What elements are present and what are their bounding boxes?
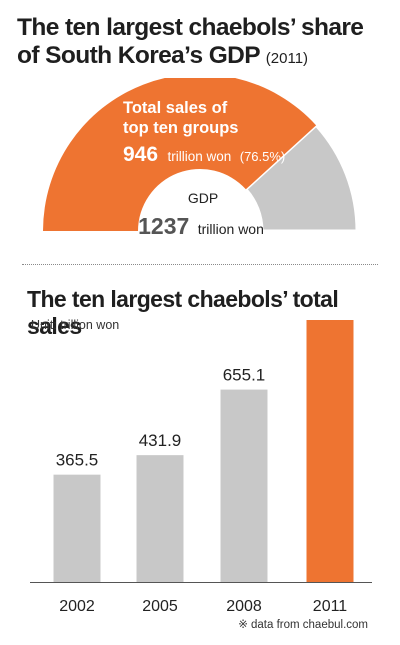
sales-label-line1: Total sales of [123,99,228,117]
bar-2002 [53,474,101,582]
x-tick-2011: 2011 [313,598,348,615]
sales-share: (76.5%) [240,149,286,164]
section-divider [22,264,378,265]
unit-label: Unit: trillion won [31,318,120,332]
value-label-2002: 365.5 [56,451,99,470]
gdp-value: 1237 [138,213,189,239]
bar-2008 [220,389,268,582]
gdp-value-line: 1237 trillion won [138,213,264,239]
sales-value: 946 [123,143,158,166]
sales-unit: trillion won [168,149,232,164]
chaebol-sales-segment [43,78,317,231]
x-tick-2008: 2008 [226,598,262,615]
gdp-label: GDP [188,190,218,206]
gdp-unit: trillion won [198,221,264,237]
source-note: ※ data from chaebul.com [238,619,368,631]
bar-2011 [306,320,354,582]
chart-title-total-sales: The ten largest chaebols’ total sales [27,286,339,339]
bar-2005 [136,455,184,582]
sales-value-line: 946 trillion won (76.5%) [123,143,285,166]
x-tick-2002: 2002 [59,598,95,615]
value-label-2008: 655.1 [223,366,266,385]
gdp-remainder-segment [243,123,359,233]
value-label-2005: 431.9 [139,431,182,450]
sales-label-line2: top ten groups [123,119,238,137]
x-tick-2005: 2005 [142,598,178,615]
chart-title-gdp-share: The ten largest chaebols’ share of South… [17,14,364,69]
gdp-share-gauge: Total sales of top ten groups 946 trilli… [43,78,359,239]
